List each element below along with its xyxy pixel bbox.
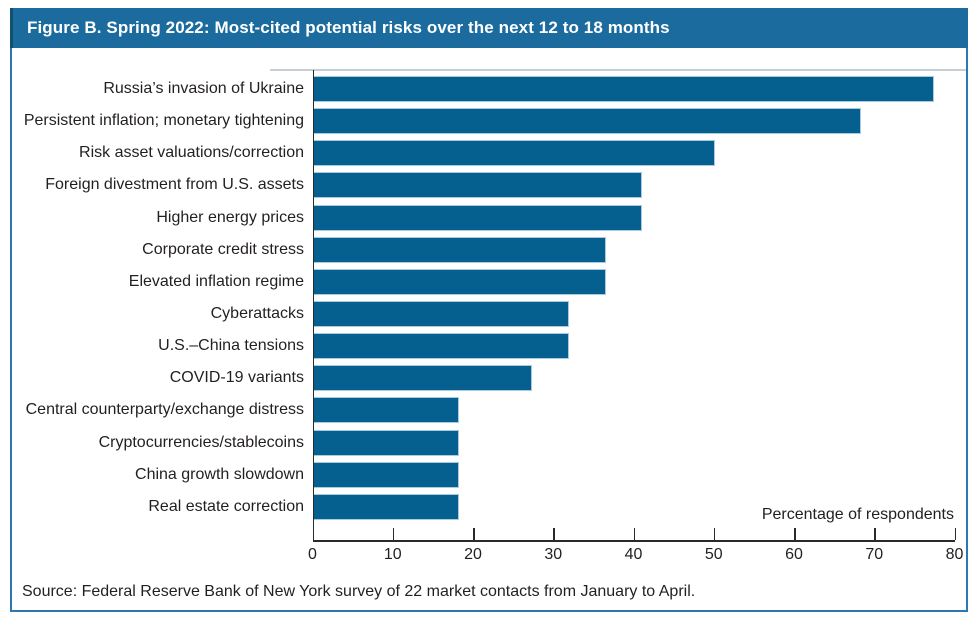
- x-axis-tick-label: 70: [865, 546, 884, 563]
- category-label: COVID-19 variants: [169, 369, 304, 387]
- bar-track: [313, 234, 956, 266]
- bar-track: [313, 105, 956, 137]
- bar-row: Central counterparty/exchange distress: [12, 394, 956, 426]
- category-label: Cyberattacks: [210, 304, 304, 322]
- bar-track: [313, 330, 956, 362]
- bar: [313, 76, 935, 102]
- x-axis-caption: Percentage of respondents: [761, 506, 954, 523]
- x-axis-line: [312, 540, 955, 542]
- bar: [313, 493, 460, 520]
- category-label: Persistent inflation; monetary tightenin…: [23, 112, 304, 130]
- bar-row: Persistent inflation; monetary tightenin…: [12, 105, 956, 137]
- x-axis-tick: [794, 528, 796, 540]
- category-label: Higher energy prices: [156, 208, 304, 226]
- bar: [313, 461, 460, 488]
- category-label: China growth slowdown: [135, 465, 304, 483]
- bar-track: [313, 202, 956, 234]
- x-axis-tick-label: 30: [544, 546, 563, 563]
- source-note: Source: Federal Reserve Bank of New York…: [22, 583, 696, 600]
- category-label: Central counterparty/exchange distress: [25, 401, 304, 419]
- bar-track: [313, 73, 956, 105]
- bar: [313, 108, 862, 135]
- bar-track: [313, 362, 956, 394]
- bar-track: [313, 298, 956, 330]
- x-axis-tick: [874, 528, 876, 540]
- bar-track: [313, 137, 956, 169]
- x-axis-tick-label: 20: [464, 546, 482, 563]
- bar: [313, 429, 460, 456]
- bar: [313, 172, 642, 199]
- bar-track: [313, 394, 956, 426]
- bar: [313, 397, 460, 424]
- bar-row: Foreign divestment from U.S. assets: [12, 169, 956, 201]
- x-axis-tick-label: 80: [945, 546, 964, 563]
- y-axis-line: [312, 70, 314, 541]
- chart-top-rule: [270, 69, 966, 71]
- bar-row: Elevated inflation regime: [12, 266, 956, 298]
- category-label: Foreign divestment from U.S. assets: [45, 176, 304, 194]
- bar-row: Risk asset valuations/correction: [12, 137, 956, 169]
- figure-container: Figure B. Spring 2022: Most-cited potent…: [10, 8, 968, 612]
- x-axis-tick: [312, 528, 314, 540]
- bar-track: [313, 427, 956, 459]
- x-axis-tick: [954, 528, 956, 540]
- category-label: Cryptocurrencies/stablecoins: [98, 433, 304, 451]
- category-label: Risk asset valuations/correction: [79, 144, 304, 162]
- x-axis-tick-label: 40: [624, 546, 643, 563]
- category-label: U.S.–China tensions: [158, 337, 304, 355]
- figure-title-bar: Figure B. Spring 2022: Most-cited potent…: [10, 8, 968, 48]
- x-axis-tick-label: 10: [383, 546, 402, 563]
- bar-rows: Russia’s invasion of Ukraine Persistent i…: [12, 73, 956, 523]
- bar: [313, 333, 569, 360]
- x-axis-tick-label: 60: [785, 546, 803, 563]
- bar-row: Corporate credit stress: [12, 234, 956, 266]
- x-axis-tick-label: 50: [704, 546, 723, 563]
- x-axis-tick: [633, 528, 635, 540]
- x-axis-tick: [473, 528, 475, 540]
- bar-chart: Russia’s invasion of Ukraine Persistent i…: [12, 10, 966, 610]
- bar-row: China growth slowdown: [12, 459, 956, 491]
- figure-title: Figure B. Spring 2022: Most-cited potent…: [27, 18, 670, 37]
- bar: [313, 236, 606, 263]
- category-label: Elevated inflation regime: [128, 272, 304, 290]
- x-axis-tick: [392, 528, 395, 540]
- bar-row: COVID-19 variants: [12, 362, 956, 394]
- x-axis-tick-label: 0: [308, 546, 317, 563]
- bar-track: [313, 169, 956, 201]
- bar-row: U.S.–China tensions: [12, 330, 956, 362]
- bar-row: Cyberattacks: [12, 298, 956, 330]
- x-axis-tick: [713, 528, 716, 540]
- bar-track: [313, 266, 956, 298]
- bar-row: Higher energy prices: [12, 202, 956, 234]
- category-label: Corporate credit stress: [142, 240, 304, 258]
- bar-track: [313, 491, 956, 523]
- category-label: Real estate correction: [148, 497, 304, 515]
- bar-row: Cryptocurrencies/stablecoins: [12, 427, 956, 459]
- bar: [313, 140, 715, 167]
- x-axis-tick: [553, 528, 555, 540]
- bar-track: [313, 459, 956, 491]
- bar: [313, 268, 606, 295]
- bar: [313, 365, 533, 392]
- bar-row: Real estate correction: [12, 491, 956, 523]
- category-label: Russia’s invasion of Ukraine: [103, 80, 304, 97]
- bar-row: Russia’s invasion of Ukraine: [12, 73, 956, 105]
- bar: [313, 300, 569, 327]
- bar: [313, 204, 642, 231]
